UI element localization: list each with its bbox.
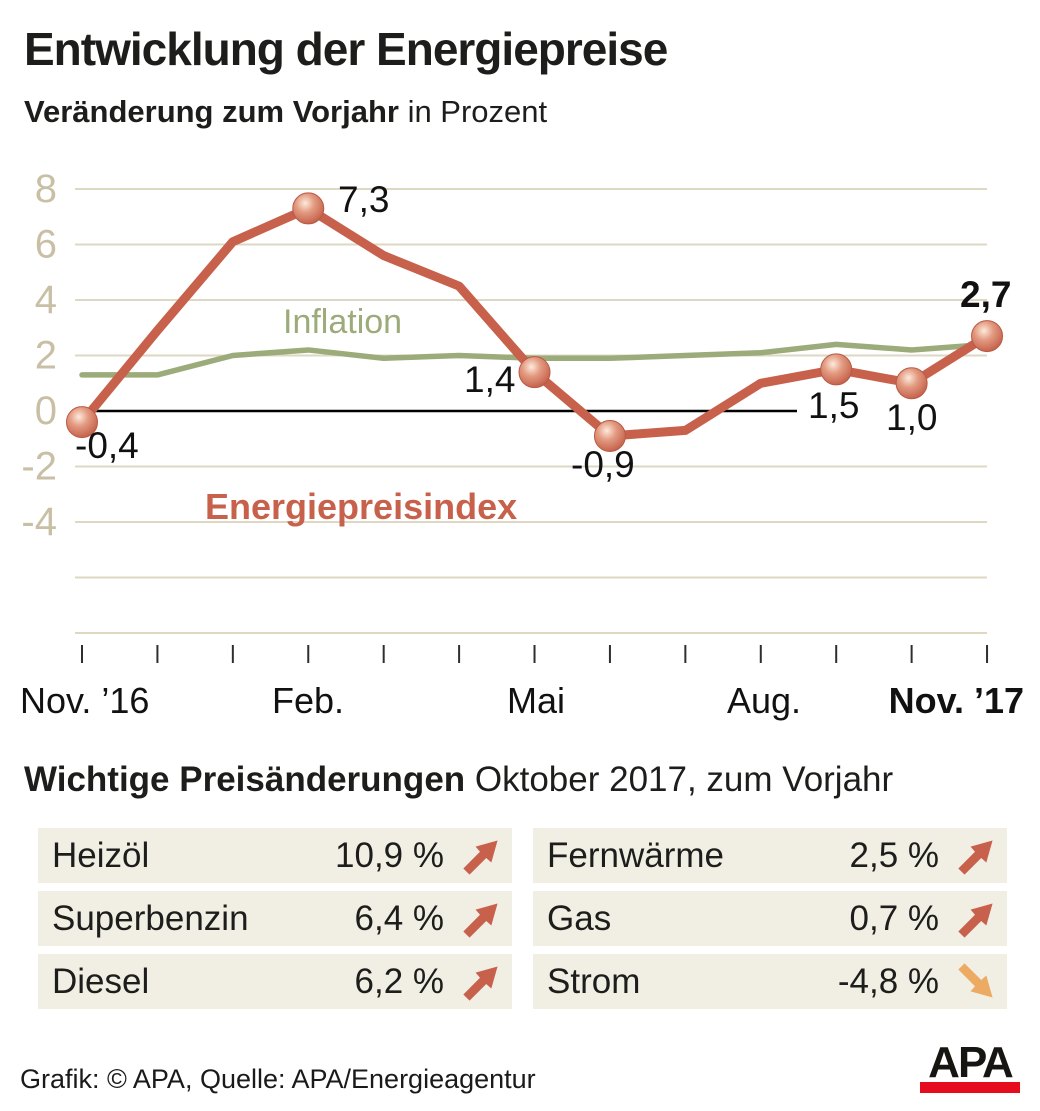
x-axis-label: Nov. ’16 <box>20 680 149 721</box>
y-axis-label: 6 <box>35 223 57 267</box>
apa-logo: APA <box>920 1038 1020 1093</box>
energy-price-line-chart: 8 6 4 2 0 -2 -4 Nov. ’16 Feb. Mai Aug. Nov. ’17 -0,4… <box>20 167 1024 721</box>
data-point-label: -0,9 <box>571 444 635 485</box>
x-axis-label: Mai <box>507 680 565 721</box>
y-axis-label: -4 <box>21 500 57 544</box>
trend-arrow-icon <box>958 962 993 998</box>
price-row-value: 6,2 % <box>354 961 445 1001</box>
data-point-label: 1,4 <box>464 359 515 400</box>
price-row-value: 6,4 % <box>354 898 445 938</box>
trend-arrow-icon <box>958 839 993 875</box>
price-row-label: Fernwärme <box>547 835 724 875</box>
price-row-label: Superbenzin <box>52 898 249 938</box>
price-row-value: 2,5 % <box>849 835 940 875</box>
data-point-label: 1,5 <box>808 385 859 426</box>
data-point-marker <box>518 356 551 389</box>
trend-arrow-icon <box>463 965 498 1001</box>
price-row-label: Gas <box>547 898 612 938</box>
price-row: Heizöl 10,9 % <box>38 828 512 883</box>
price-row: Superbenzin 6,4 % <box>38 891 512 946</box>
heading-rest: Oktober 2017, zum Vorjahr <box>465 760 894 799</box>
y-axis-label: 2 <box>35 334 57 378</box>
data-point-label: 1,0 <box>886 397 937 438</box>
price-row: Diesel 6,2 % <box>38 954 512 1009</box>
y-axis-label: 8 <box>35 167 57 211</box>
y-axis-label: 0 <box>35 389 57 433</box>
trend-arrow-icon <box>958 902 993 938</box>
trend-arrow-icon <box>463 839 498 875</box>
price-row: Gas 0,7 % <box>533 891 1007 946</box>
data-point-marker <box>66 406 98 439</box>
price-row-label: Strom <box>547 961 641 1001</box>
series-label-energiepreisindex: Energiepreisindex <box>205 486 517 527</box>
price-table-left-column: Heizöl 10,9 % Superbenzin 6,4 % Diesel 6… <box>38 828 512 1017</box>
x-axis-label: Feb. <box>272 680 344 721</box>
data-point-marker <box>820 353 853 386</box>
page-subtitle: Veränderung zum Vorjahr in Prozent <box>24 94 547 130</box>
data-point-marker <box>593 419 626 452</box>
data-point-label: 2,7 <box>960 274 1011 315</box>
price-row-label: Heizöl <box>52 835 150 875</box>
apa-logo-text: APA <box>928 1038 1014 1087</box>
data-point-marker <box>292 192 325 225</box>
subtitle-rest: in Prozent <box>398 94 548 129</box>
series-label-inflation: Inflation <box>283 303 402 341</box>
y-axis-label: 4 <box>35 278 57 322</box>
data-point-marker <box>971 320 1004 353</box>
x-axis-label: Aug. <box>727 680 801 721</box>
price-changes-heading: Wichtige Preisänderungen Oktober 2017, z… <box>24 760 893 800</box>
source-credit: Grafik: © APA, Quelle: APA/Energieagentu… <box>20 1064 536 1094</box>
data-point-marker <box>895 367 928 400</box>
subtitle-bold: Veränderung zum Vorjahr <box>24 94 399 129</box>
y-axis-label: -2 <box>21 445 57 489</box>
price-row-value: 0,7 % <box>849 898 940 938</box>
x-axis-label: Nov. ’17 <box>889 680 1024 721</box>
apa-logo-red-bar <box>920 1082 1020 1093</box>
trend-arrow-icon <box>463 902 498 938</box>
price-row: Fernwärme 2,5 % <box>533 828 1007 883</box>
price-row-label: Diesel <box>52 961 150 1001</box>
price-row-value: 10,9 % <box>335 835 444 875</box>
heading-bold: Wichtige Preisänderungen <box>24 760 466 799</box>
price-row: Strom -4,8 % <box>533 954 1007 1009</box>
price-table-right-column: Fernwärme 2,5 % Gas 0,7 % Strom -4,8 % <box>533 828 1007 1017</box>
page-title: Entwicklung der Energiepreise <box>24 23 668 75</box>
data-point-label: -0,4 <box>75 425 139 466</box>
price-row-value: -4,8 % <box>837 961 939 1001</box>
data-point-label: 7,3 <box>338 179 389 220</box>
